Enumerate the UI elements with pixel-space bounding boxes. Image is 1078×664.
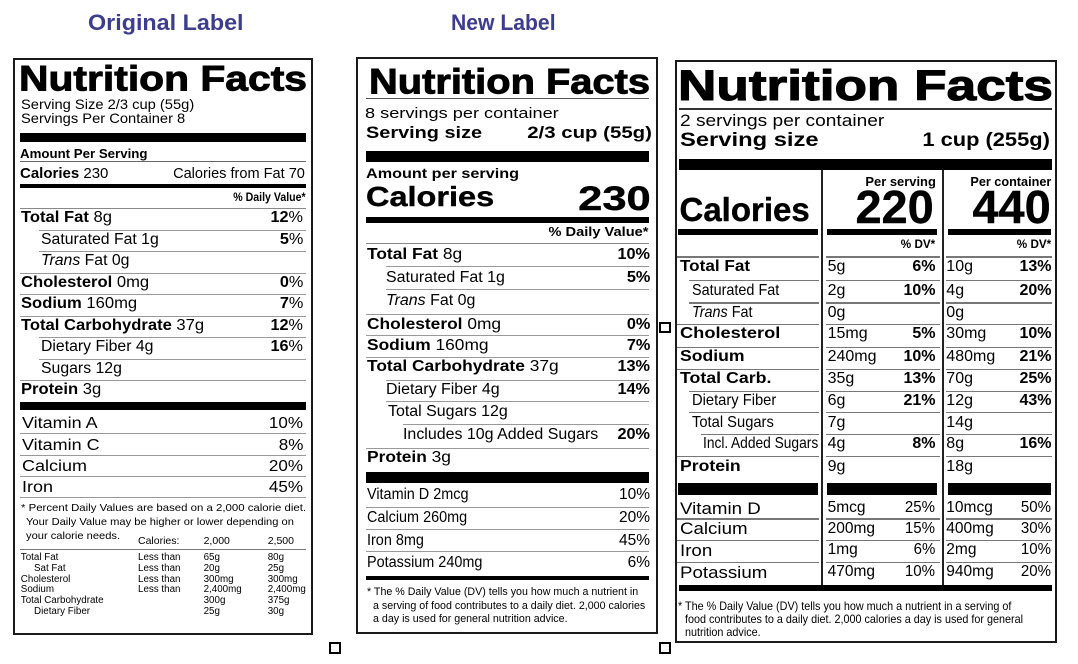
svg-text:Nutrition Facts: Nutrition Facts xyxy=(678,62,1053,110)
svg-text:Nutrition Facts: Nutrition Facts xyxy=(369,63,650,102)
svg-text:Nutrition Facts: Nutrition Facts xyxy=(19,59,307,98)
